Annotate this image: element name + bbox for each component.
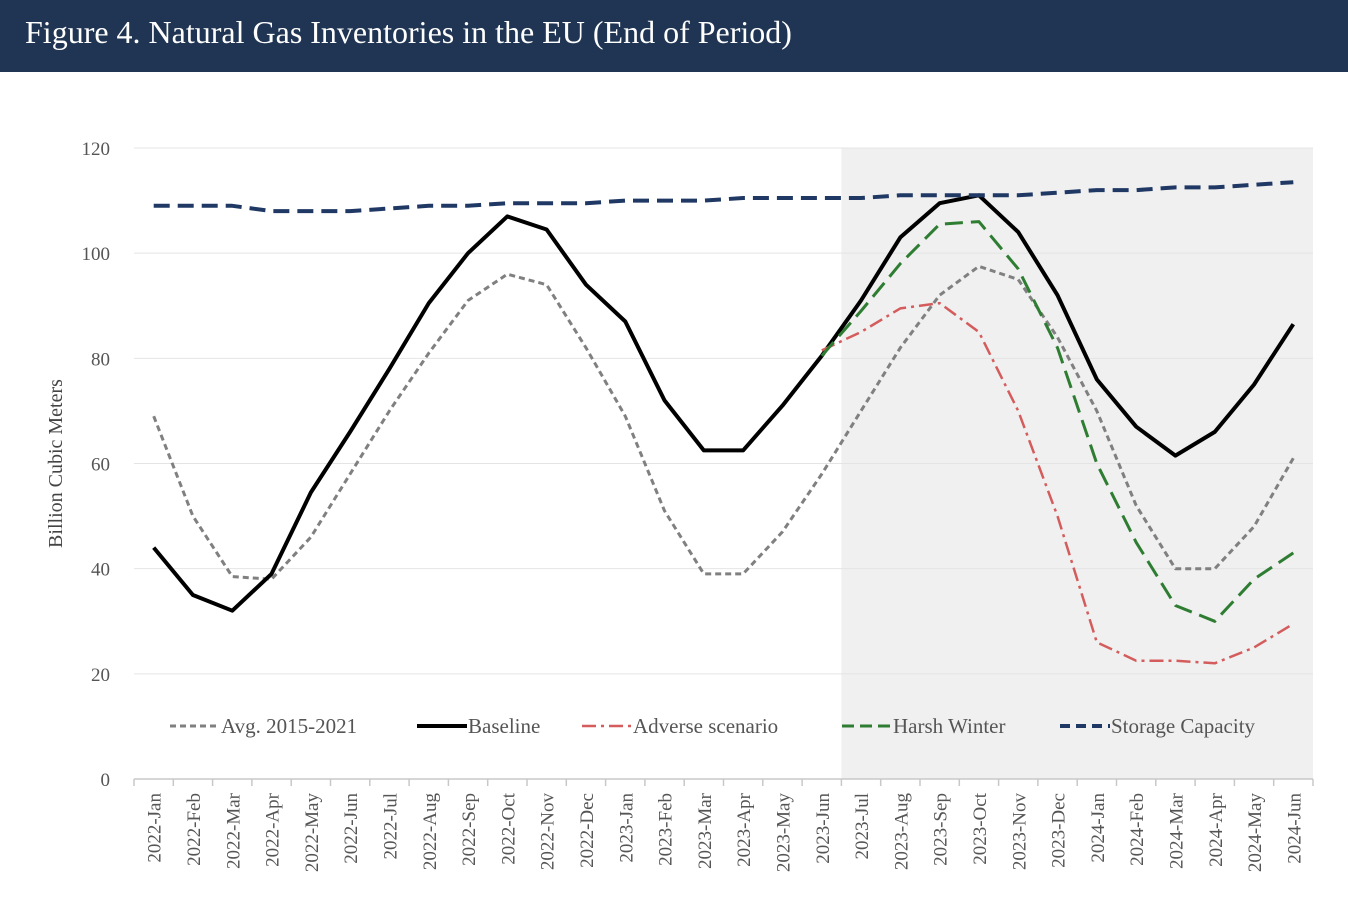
x-tick-label: 2023-Jan xyxy=(616,793,637,863)
x-tick-label: 2022-Jul xyxy=(380,793,401,860)
legend-label: Harsh Winter xyxy=(893,714,1006,738)
y-tick-label: 60 xyxy=(91,455,110,476)
x-tick-label: 2023-Jul xyxy=(852,793,873,860)
x-tick-label: 2024-Jun xyxy=(1284,793,1305,864)
x-tick-label: 2024-May xyxy=(1245,793,1266,873)
x-tick-label: 2022-Oct xyxy=(498,792,519,864)
legend-label: Storage Capacity xyxy=(1111,714,1256,738)
x-tick-label: 2023-Feb xyxy=(656,793,677,866)
series-line-avg-2015-2021 xyxy=(152,264,1295,581)
y-axis-label: Billion Cubic Meters xyxy=(45,379,67,548)
x-tick-label: 2022-Apr xyxy=(263,792,284,867)
x-tick-label: 2023-Aug xyxy=(891,793,912,871)
x-tick-label: 2023-Oct xyxy=(970,792,991,864)
y-tick-label: 20 xyxy=(91,665,110,686)
y-tick-label: 80 xyxy=(91,349,110,370)
series-line-adverse-scenario xyxy=(821,301,1294,665)
x-tick-label: 2022-Feb xyxy=(184,793,205,866)
figure-title: Figure 4. Natural Gas Inventories in the… xyxy=(25,14,792,50)
x-tick-label: 2023-May xyxy=(773,793,794,873)
legend-label: Avg. 2015-2021 xyxy=(221,714,357,738)
x-tick-label: 2022-Jan xyxy=(145,793,166,863)
x-tick-label: 2023-Jun xyxy=(813,793,834,864)
y-tick-label: 40 xyxy=(91,560,110,581)
x-tick-label: 2023-Sep xyxy=(931,793,952,866)
header-bar: Figure 4. Natural Gas Inventories in the… xyxy=(0,0,1348,72)
x-tick-label: 2022-Dec xyxy=(577,793,598,868)
x-tick-label: 2022-May xyxy=(302,793,323,873)
x-tick-label: 2023-Nov xyxy=(1009,793,1030,871)
x-tick-label: 2022-Jun xyxy=(341,793,362,864)
x-tick-label: 2024-Mar xyxy=(1166,792,1187,869)
x-tick-label: 2022-Sep xyxy=(459,793,480,866)
x-tick-label: 2023-Dec xyxy=(1049,793,1070,868)
x-tick-label: 2024-Apr xyxy=(1206,792,1227,867)
legend-label: Baseline xyxy=(468,714,540,738)
series-line-baseline xyxy=(152,193,1295,613)
x-tick-label: 2022-Mar xyxy=(223,792,244,869)
series-line-storage-capacity xyxy=(153,180,1294,214)
y-tick-label: 0 xyxy=(101,770,111,791)
x-tick-label: 2023-Apr xyxy=(734,792,755,867)
x-tick-label: 2022-Nov xyxy=(538,793,559,871)
x-tick-label: 2023-Mar xyxy=(695,792,716,869)
x-tick-label: 2022-Aug xyxy=(420,793,441,871)
y-tick-label: 120 xyxy=(82,139,111,160)
x-tick-label: 2024-Jan xyxy=(1088,793,1109,863)
legend-label: Adverse scenario xyxy=(633,714,778,738)
y-tick-label: 100 xyxy=(82,244,111,265)
series-line-harsh-winter xyxy=(820,220,1295,623)
x-tick-label: 2024-Feb xyxy=(1127,793,1148,866)
